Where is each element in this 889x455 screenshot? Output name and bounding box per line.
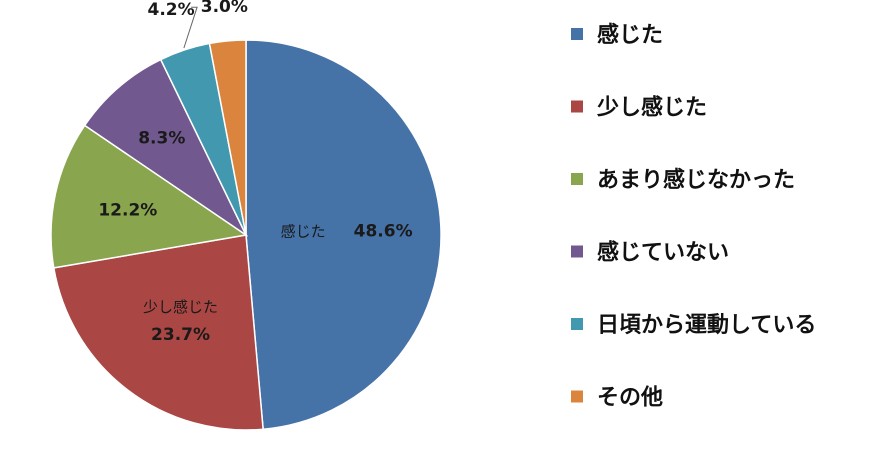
legend-swatch bbox=[571, 318, 583, 330]
leader-line bbox=[183, 6, 198, 49]
legend-label: あまり感じなかった bbox=[597, 167, 795, 193]
pie-slice bbox=[50, 124, 248, 269]
slice-value-label: 3.0% bbox=[201, 0, 248, 17]
slice-value-label: 4.2% bbox=[147, 0, 194, 20]
legend-swatch bbox=[571, 100, 583, 113]
slice-category-label: 少し感じた bbox=[143, 298, 218, 316]
slice-value-label: 23.7% bbox=[151, 325, 210, 345]
legend-label: その他 bbox=[597, 386, 663, 411]
legend-swatch bbox=[571, 173, 583, 185]
legend-swatch bbox=[571, 28, 583, 40]
slice-value-label: 12.2% bbox=[98, 200, 157, 220]
pie-slice bbox=[52, 234, 264, 431]
slice-category-label: 感じた bbox=[281, 222, 326, 240]
legend-label: 少し感じた bbox=[596, 95, 707, 121]
pie-slice bbox=[208, 39, 247, 236]
pie-slices bbox=[50, 39, 442, 431]
legend-label: 日頃から運動している bbox=[597, 313, 816, 338]
slice-value-label: 8.3% bbox=[138, 129, 185, 149]
pie-slice bbox=[83, 58, 248, 238]
legend-label: 感じた bbox=[597, 22, 663, 48]
legend-swatch bbox=[571, 245, 583, 258]
pie-labels: 感じた 48.6% 少し感じた 23.7% 12.2% 8.3% 4.2% 3.0% bbox=[98, 0, 412, 345]
slice-value-label: 48.6% bbox=[354, 221, 413, 241]
legend-label: 感じていない bbox=[597, 240, 729, 266]
legend-swatch bbox=[571, 390, 583, 403]
pie-slice bbox=[245, 39, 442, 431]
